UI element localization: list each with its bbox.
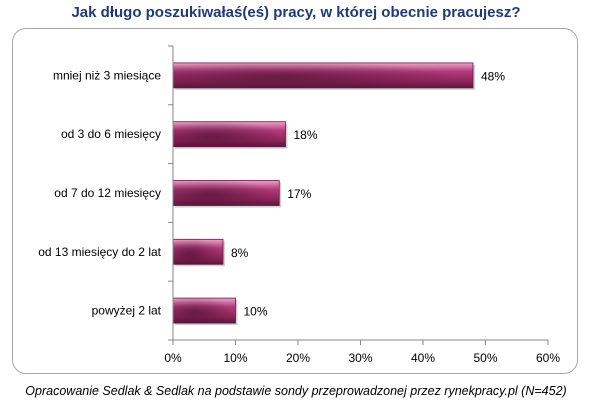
x-tick-label: 0% [164, 351, 182, 365]
bar-group [172, 238, 225, 267]
bar-group [172, 121, 288, 149]
bar-group [172, 180, 282, 208]
x-tick-label: 60% [536, 351, 560, 365]
bar-shading [173, 180, 280, 206]
data-label: 17% [287, 187, 311, 201]
data-label: 18% [294, 128, 318, 142]
bar-shading [173, 239, 223, 265]
x-tick-label: 30% [348, 351, 372, 365]
bar-group [172, 297, 238, 326]
bar-group [172, 62, 475, 90]
source-footnote: Opracowanie Sedlak & Sedlak na podstawie… [25, 384, 567, 398]
x-tick-label: 20% [286, 351, 310, 365]
x-tick-label: 10% [223, 351, 247, 365]
category-label: od 7 do 12 miesięcy [54, 186, 161, 200]
category-label: mniej niż 3 miesiące [53, 68, 161, 82]
bar-shading [173, 62, 473, 88]
category-label: od 3 do 6 miesięcy [61, 127, 161, 141]
chart-frame [12, 28, 578, 374]
chart-title: Jak długo poszukiwałaś(eś) pracy, w któr… [71, 4, 521, 21]
x-tick-label: 50% [473, 351, 497, 365]
x-tick-label: 40% [411, 351, 435, 365]
bar-chart: 0% 10% 20% 30% 40% 50% 60% mniej niż 3 miesiąc… [38, 45, 560, 365]
category-label: od 13 miesięcy do 2 lat [38, 245, 161, 259]
category-label: powyżej 2 lat [92, 304, 162, 318]
data-label: 8% [231, 246, 249, 260]
bar-shading [173, 298, 236, 324]
data-label: 48% [481, 69, 505, 83]
bar-shading [173, 121, 286, 147]
data-label: 10% [244, 305, 268, 319]
